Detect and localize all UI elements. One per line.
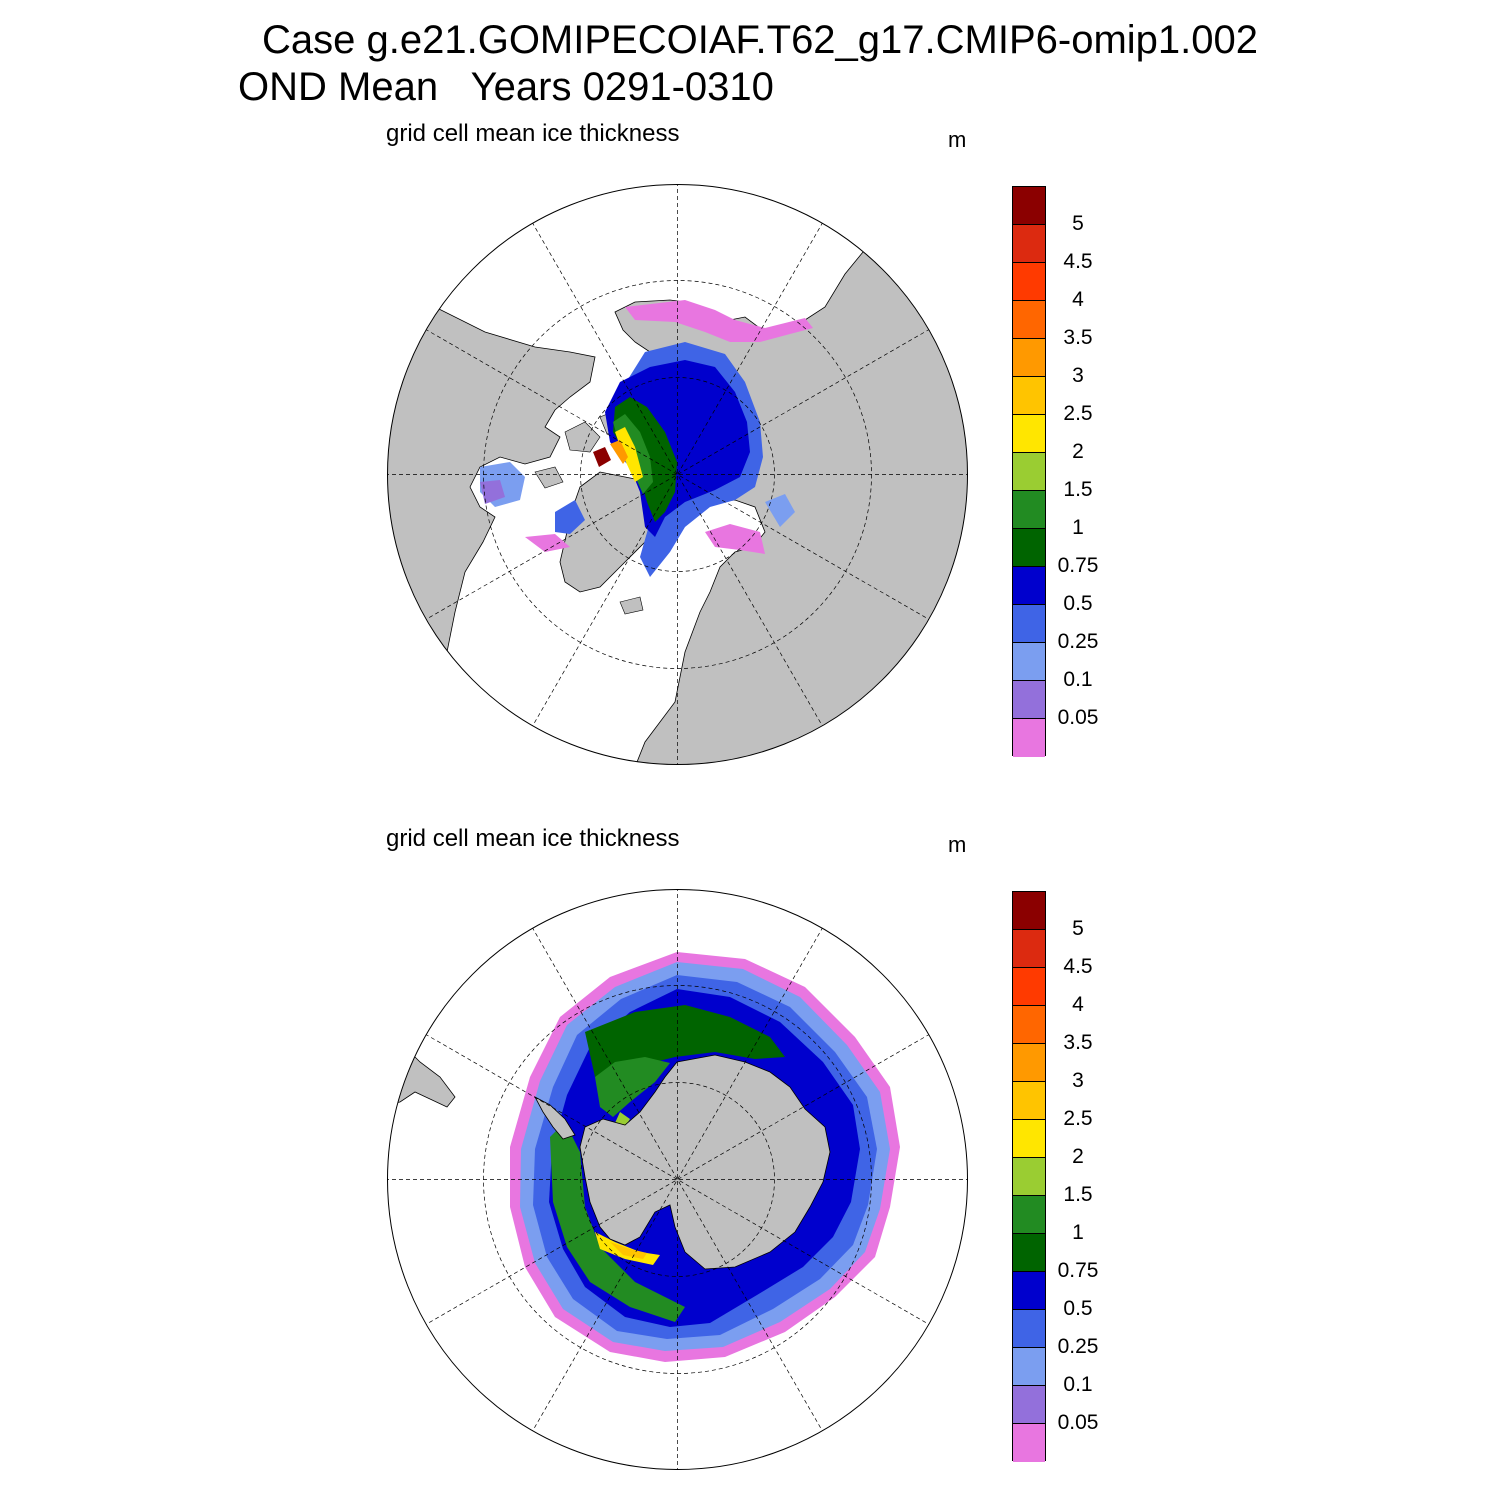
colorbar-swatch xyxy=(1013,1310,1045,1348)
colorbar-swatch xyxy=(1013,1424,1045,1462)
colorbar-tick-label: 3.5 xyxy=(1063,1031,1093,1054)
colorbar-tick-label: 0.5 xyxy=(1063,592,1093,615)
colorbar-swatch xyxy=(1013,930,1045,968)
south-map-border xyxy=(387,889,968,1470)
north-ice-barents xyxy=(705,524,765,554)
colorbar-swatch xyxy=(1013,892,1045,930)
south-ice-band-0.75 xyxy=(585,1005,785,1092)
colorbar-tick-label: 3.5 xyxy=(1063,326,1093,349)
colorbar-tick-label: 0.25 xyxy=(1057,630,1099,653)
colorbar-tick-label: 1.5 xyxy=(1063,478,1093,501)
north-colorbar xyxy=(1012,186,1046,757)
colorbar-swatch xyxy=(1013,225,1045,263)
colorbar-swatch xyxy=(1013,263,1045,301)
north-ice-labrador xyxy=(525,534,570,552)
south-panel-subtitle: grid cell mean ice thickness xyxy=(386,825,680,852)
colorbar-tick-label: 0.05 xyxy=(1057,706,1099,729)
main-title-line1: Case g.e21.GOMIPECOIAF.T62_g17.CMIP6-omi… xyxy=(262,18,1259,62)
colorbar-tick-label: 0.75 xyxy=(1057,1259,1099,1282)
north-ice-band-5 xyxy=(593,447,611,467)
colorbar-tick-label: 3 xyxy=(1072,1069,1084,1092)
colorbar-swatch xyxy=(1013,453,1045,491)
south-panel-units: m xyxy=(948,832,967,857)
main-title-line2: OND Mean Years 0291-0310 xyxy=(238,65,774,109)
colorbar-swatch xyxy=(1013,1386,1045,1424)
colorbar-tick-label: 3 xyxy=(1072,364,1084,387)
colorbar-tick-label: 0.1 xyxy=(1063,1373,1093,1396)
south-ice-band-1 xyxy=(550,1057,685,1322)
south-graticule xyxy=(387,889,968,1470)
colorbar-swatch xyxy=(1013,1044,1045,1082)
colorbar-swatch xyxy=(1013,301,1045,339)
colorbar-tick-label: 0.5 xyxy=(1063,1297,1093,1320)
colorbar-swatch xyxy=(1013,681,1045,719)
colorbar-swatch xyxy=(1013,1272,1045,1310)
north-ice-band-3 xyxy=(610,440,628,464)
colorbar-tick-label: 0.75 xyxy=(1057,554,1099,577)
north-land-north-america xyxy=(387,291,596,683)
colorbar-swatch xyxy=(1013,415,1045,453)
colorbar-swatch xyxy=(1013,1006,1045,1044)
south-ice-band-2.5 xyxy=(610,1242,647,1259)
colorbar-tick-label: 1.5 xyxy=(1063,1183,1093,1206)
north-land-iceland xyxy=(619,596,644,615)
north-ice-baffin xyxy=(555,500,585,534)
colorbar-tick-label: 4 xyxy=(1072,288,1084,311)
north-ice-hudson-thin xyxy=(480,480,505,504)
colorbar-tick-label: 4.5 xyxy=(1063,250,1093,273)
north-ice-okhotsk xyxy=(765,494,795,527)
colorbar-swatch xyxy=(1013,1234,1045,1272)
colorbar-swatch xyxy=(1013,377,1045,415)
north-ice-band-0.05 xyxy=(625,300,813,342)
north-panel-units: m xyxy=(948,127,967,152)
colorbar-tick-label: 4 xyxy=(1072,993,1084,1016)
south-polar-map xyxy=(387,889,968,1470)
colorbar-tick-label: 0.25 xyxy=(1057,1335,1099,1358)
colorbar-tick-label: 2.5 xyxy=(1063,402,1093,425)
north-land-greenland xyxy=(559,471,668,593)
colorbar-tick-label: 1 xyxy=(1072,1221,1084,1244)
north-polar-map xyxy=(387,184,968,765)
colorbar-swatch xyxy=(1013,187,1045,225)
colorbar-tick-label: 0.05 xyxy=(1057,1411,1099,1434)
colorbar-swatch xyxy=(1013,605,1045,643)
colorbar-swatch xyxy=(1013,968,1045,1006)
colorbar-swatch xyxy=(1013,643,1045,681)
colorbar-tick-label: 5 xyxy=(1072,212,1084,235)
north-map-border xyxy=(387,184,968,765)
colorbar-swatch xyxy=(1013,1348,1045,1386)
colorbar-tick-label: 0.1 xyxy=(1063,668,1093,691)
colorbar-swatch xyxy=(1013,1082,1045,1120)
colorbar-tick-label: 2 xyxy=(1072,1145,1084,1168)
colorbar-tick-label: 2.5 xyxy=(1063,1107,1093,1130)
colorbar-swatch xyxy=(1013,529,1045,567)
north-panel-subtitle: grid cell mean ice thickness xyxy=(386,120,680,147)
colorbar-swatch xyxy=(1013,1196,1045,1234)
colorbar-swatch xyxy=(1013,719,1045,757)
north-ice-band-2 xyxy=(615,427,643,482)
colorbar-swatch xyxy=(1013,567,1045,605)
south-colorbar xyxy=(1012,891,1046,1462)
colorbar-tick-label: 2 xyxy=(1072,440,1084,463)
colorbar-swatch xyxy=(1013,339,1045,377)
colorbar-swatch xyxy=(1013,1120,1045,1158)
colorbar-tick-label: 1 xyxy=(1072,516,1084,539)
colorbar-tick-label: 5 xyxy=(1072,917,1084,940)
north-graticule xyxy=(387,184,968,765)
colorbar-swatch xyxy=(1013,1158,1045,1196)
colorbar-tick-label: 4.5 xyxy=(1063,955,1093,978)
colorbar-swatch xyxy=(1013,491,1045,529)
